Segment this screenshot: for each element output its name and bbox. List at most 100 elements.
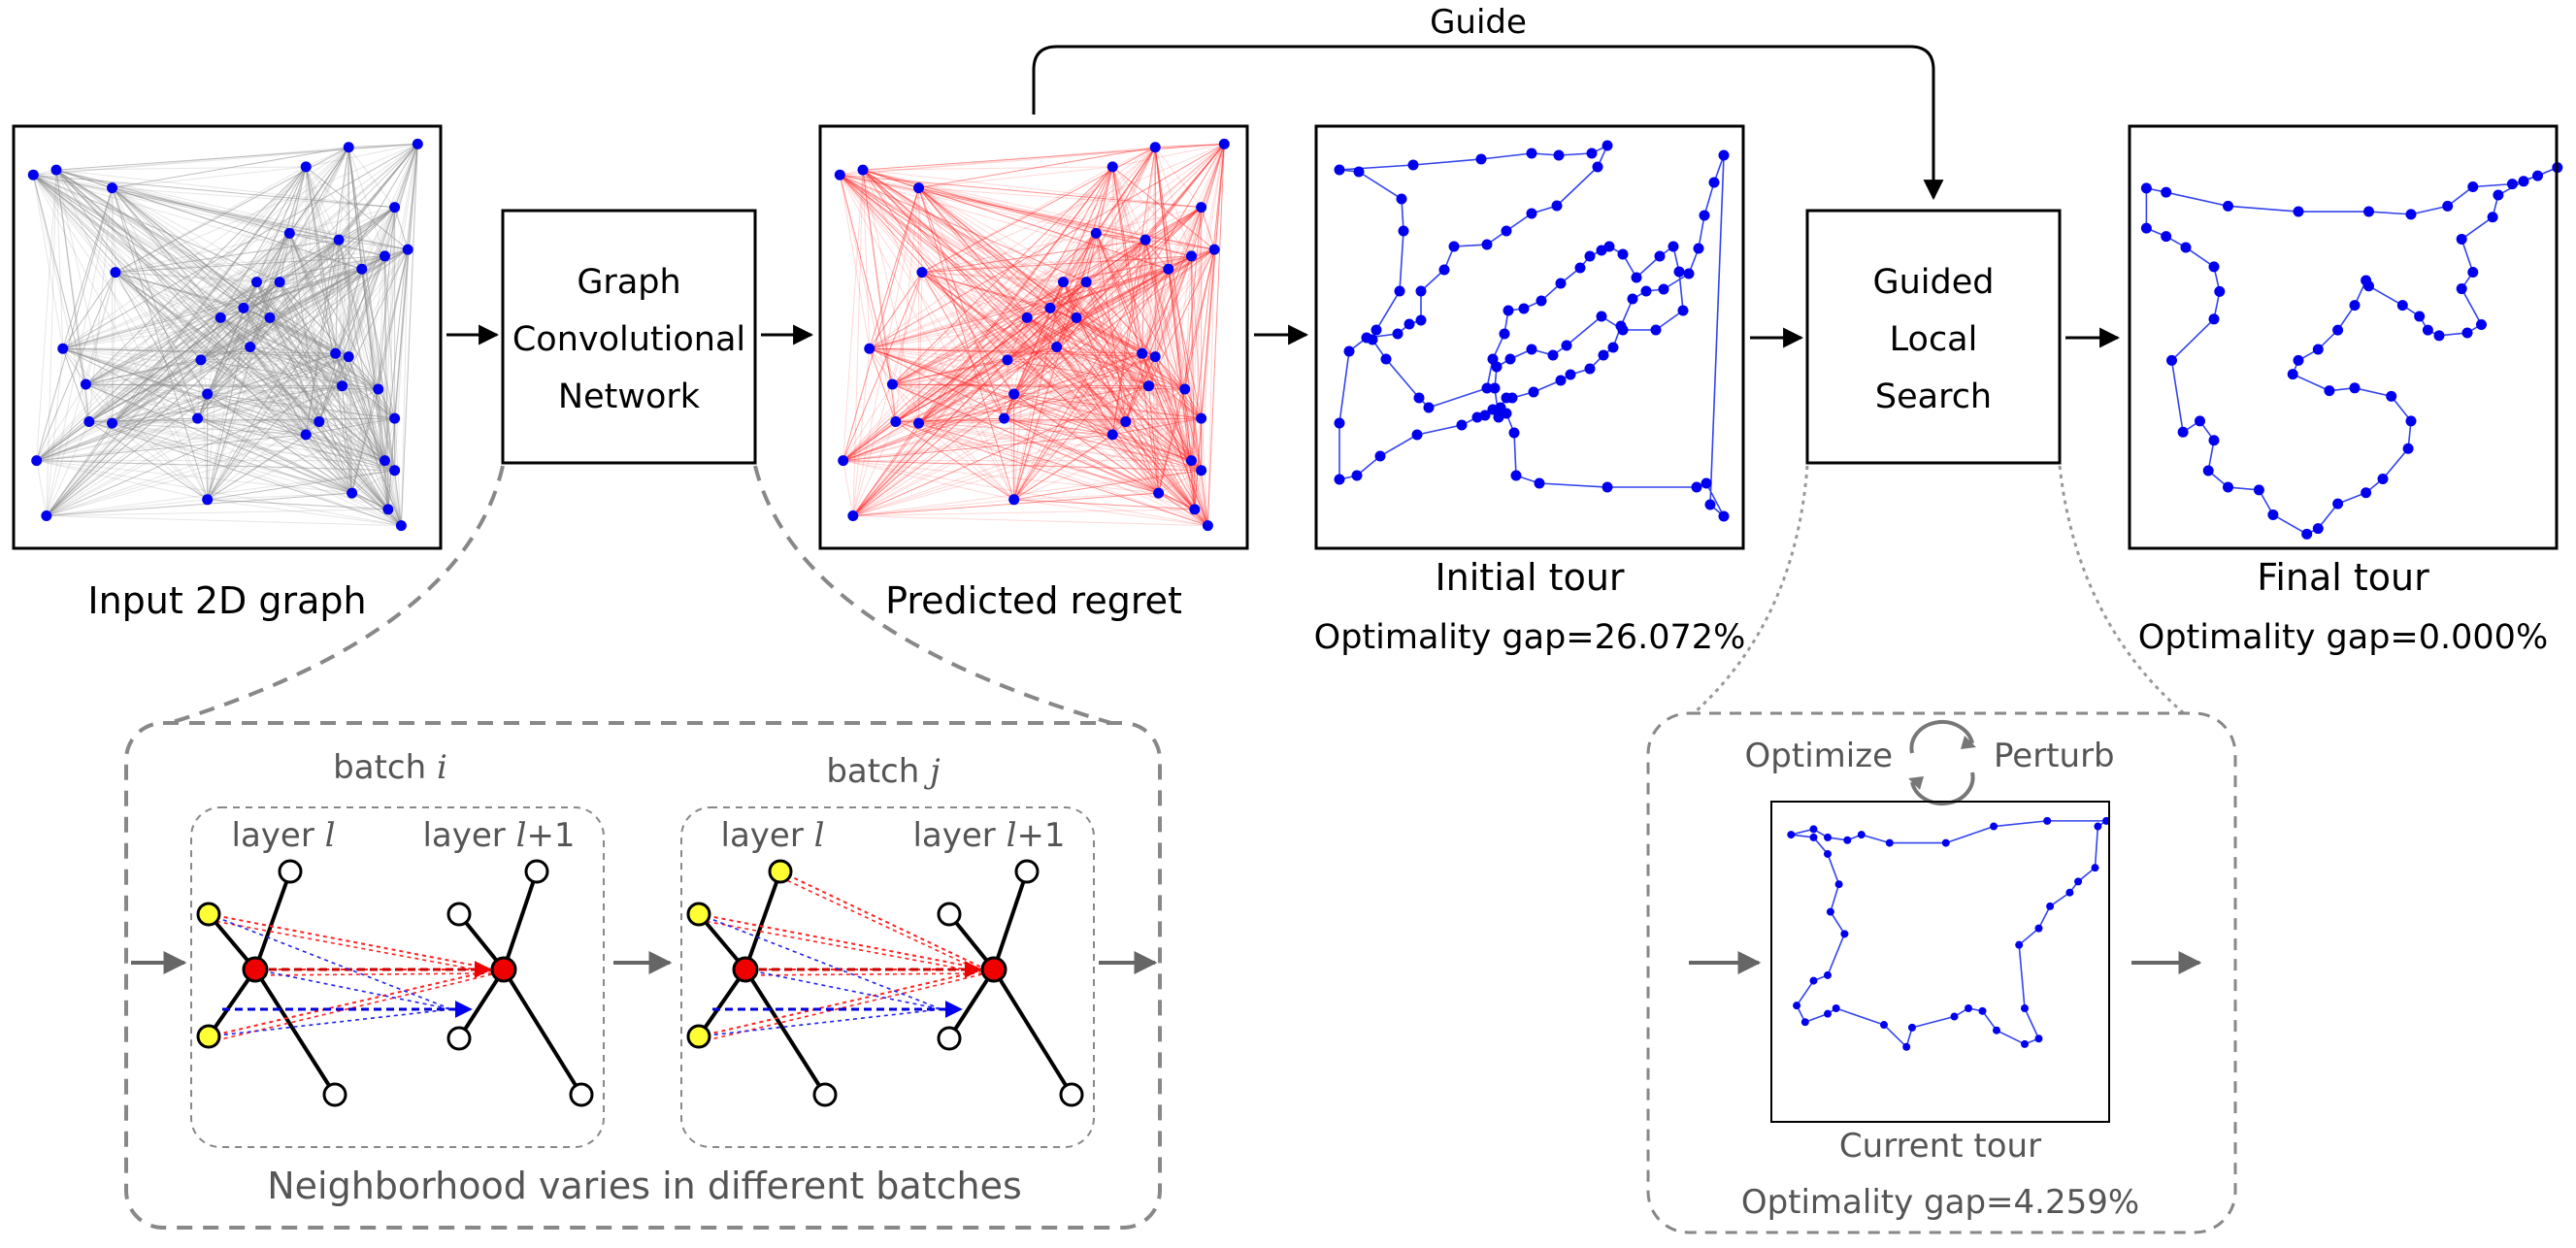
- tour-node: [1396, 193, 1407, 205]
- tour-node: [1965, 1004, 1972, 1012]
- batch-i-diagram: [196, 859, 594, 1107]
- input-graph-edges: [32, 143, 418, 527]
- graph-node: [1196, 412, 1207, 424]
- gcn-label-line1: Graph: [577, 263, 680, 302]
- center-node: [980, 956, 1007, 983]
- tour-node: [1504, 353, 1516, 365]
- current-tour-panel: [1770, 801, 2111, 1123]
- tour-node: [2161, 231, 2172, 243]
- message-edge-red: [779, 870, 987, 970]
- graph-node: [1008, 494, 1020, 506]
- tour-node: [2433, 330, 2445, 342]
- tour-node: [1526, 208, 1537, 219]
- tour-node: [2208, 313, 2220, 325]
- tour-node: [1499, 328, 1510, 340]
- tour-node: [1448, 241, 1460, 252]
- tour-node: [1673, 266, 1685, 278]
- tour-node: [1413, 392, 1425, 404]
- message-edge-blue: [744, 969, 942, 1010]
- graph-edge: [697, 968, 747, 1038]
- neighbor-node: [196, 902, 221, 927]
- tour-node: [1501, 225, 1512, 237]
- graph-node: [834, 169, 845, 181]
- initial-tour-path: [1334, 140, 1730, 522]
- tour-node: [1334, 474, 1345, 485]
- tour-node: [1491, 361, 1503, 373]
- guide-label: Guide: [1430, 3, 1527, 42]
- tour-node: [2361, 275, 2372, 286]
- graph-node: [238, 302, 249, 313]
- graph-node: [1139, 234, 1151, 246]
- graph-node: [847, 510, 859, 522]
- final-tour-path: [2140, 162, 2563, 540]
- neighbor-node: [768, 859, 793, 884]
- final-tour-label: Final tour: [2257, 556, 2429, 599]
- message-edge-red: [208, 969, 497, 1037]
- tour-node: [1704, 499, 1716, 510]
- tour-node: [2177, 426, 2189, 438]
- tour-edges: [2145, 166, 2559, 536]
- graph-node: [1021, 312, 1033, 323]
- tour-node: [2361, 487, 2372, 499]
- message-edge-red: [208, 913, 497, 970]
- graph-edge: [992, 870, 1029, 970]
- graph-node: [195, 354, 207, 366]
- tour-node: [2332, 324, 2344, 336]
- gcn-detail-frame: [124, 721, 1162, 1230]
- tour-node: [2442, 200, 2454, 212]
- tour-node: [1631, 272, 1642, 283]
- tour-node: [1824, 833, 1832, 841]
- graph-node: [937, 902, 962, 927]
- graph-node: [379, 250, 390, 262]
- tour-node: [2202, 465, 2214, 476]
- graph-node: [83, 416, 95, 427]
- graph-node: [1071, 312, 1082, 323]
- tour-node: [2021, 1004, 2029, 1012]
- initial-gap-label: Optimality gap=26.072%: [1314, 618, 1746, 657]
- tour-node: [1456, 419, 1468, 431]
- graph-node: [215, 312, 226, 323]
- initial-tour-label: Initial tour: [1435, 556, 1624, 599]
- message-edge-red: [779, 876, 987, 974]
- graph-node: [389, 465, 401, 476]
- center-node: [732, 956, 759, 983]
- input-graph-panel: [12, 124, 443, 550]
- tour-node: [1481, 239, 1493, 250]
- graph-node: [1106, 429, 1118, 441]
- batch-i-box: [190, 806, 605, 1148]
- graph-node: [1044, 302, 1056, 313]
- tour-node: [2456, 233, 2467, 245]
- tour-node: [2405, 209, 2417, 220]
- graph-node: [343, 142, 354, 153]
- graph-node: [202, 494, 214, 506]
- graph-node: [1202, 520, 1213, 532]
- tour-node: [2208, 261, 2220, 273]
- tour-node: [2301, 528, 2313, 540]
- graph-node: [1163, 263, 1174, 275]
- tour-node: [1394, 285, 1405, 297]
- tour-node: [1617, 248, 1629, 260]
- tour-node: [1547, 349, 1559, 361]
- tour-node: [2074, 877, 2083, 886]
- tour-node: [1555, 278, 1567, 289]
- tour-node: [1526, 344, 1537, 355]
- tour-node: [1423, 402, 1435, 413]
- gcn-zoom-line-right: [753, 465, 1112, 725]
- graph-node: [913, 182, 925, 194]
- batch-j-box: [680, 806, 1095, 1148]
- tour-node: [1683, 268, 1695, 279]
- graph-node: [916, 267, 928, 279]
- tour-node: [2287, 369, 2298, 380]
- tour-node: [1592, 161, 1603, 173]
- graph-node: [107, 182, 118, 194]
- tour-node: [2396, 300, 2408, 312]
- tour-node: [1481, 382, 1493, 394]
- tour-node: [1701, 477, 1712, 489]
- graph-node: [1218, 138, 1230, 149]
- tour-node: [1718, 510, 1730, 522]
- tour-node: [2456, 283, 2467, 295]
- tour-node: [1574, 262, 1586, 274]
- graph-node: [1002, 354, 1013, 366]
- tour-node: [1526, 148, 1537, 159]
